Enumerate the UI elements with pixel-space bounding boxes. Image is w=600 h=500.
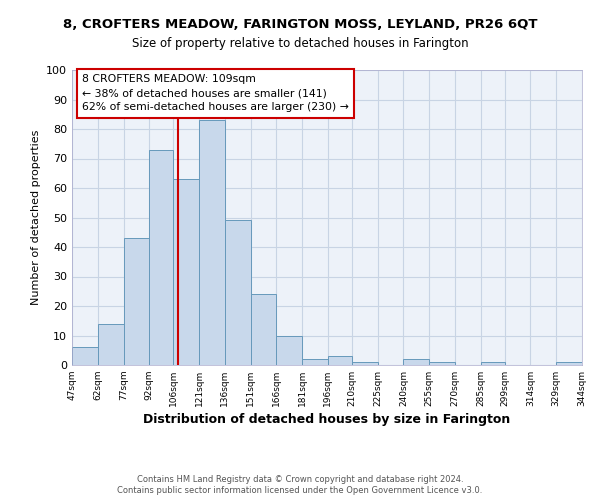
- Y-axis label: Number of detached properties: Number of detached properties: [31, 130, 41, 305]
- Bar: [277, 336, 302, 365]
- Bar: [429, 362, 455, 365]
- Bar: [98, 324, 124, 365]
- Bar: [556, 362, 582, 365]
- Bar: [72, 348, 98, 365]
- Bar: [225, 220, 251, 365]
- Bar: [251, 294, 277, 365]
- Bar: [173, 179, 199, 365]
- Bar: [302, 359, 328, 365]
- Bar: [124, 238, 149, 365]
- Bar: [481, 362, 505, 365]
- Text: 8, CROFTERS MEADOW, FARINGTON MOSS, LEYLAND, PR26 6QT: 8, CROFTERS MEADOW, FARINGTON MOSS, LEYL…: [63, 18, 537, 30]
- Bar: [199, 120, 225, 365]
- Text: Contains HM Land Registry data © Crown copyright and database right 2024.: Contains HM Land Registry data © Crown c…: [137, 475, 463, 484]
- Bar: [403, 359, 429, 365]
- Text: 8 CROFTERS MEADOW: 109sqm
← 38% of detached houses are smaller (141)
62% of semi: 8 CROFTERS MEADOW: 109sqm ← 38% of detac…: [82, 74, 349, 112]
- Text: Contains public sector information licensed under the Open Government Licence v3: Contains public sector information licen…: [118, 486, 482, 495]
- X-axis label: Distribution of detached houses by size in Farington: Distribution of detached houses by size …: [143, 413, 511, 426]
- Bar: [328, 356, 352, 365]
- Text: Size of property relative to detached houses in Farington: Size of property relative to detached ho…: [131, 38, 469, 51]
- Bar: [352, 362, 377, 365]
- Bar: [149, 150, 173, 365]
